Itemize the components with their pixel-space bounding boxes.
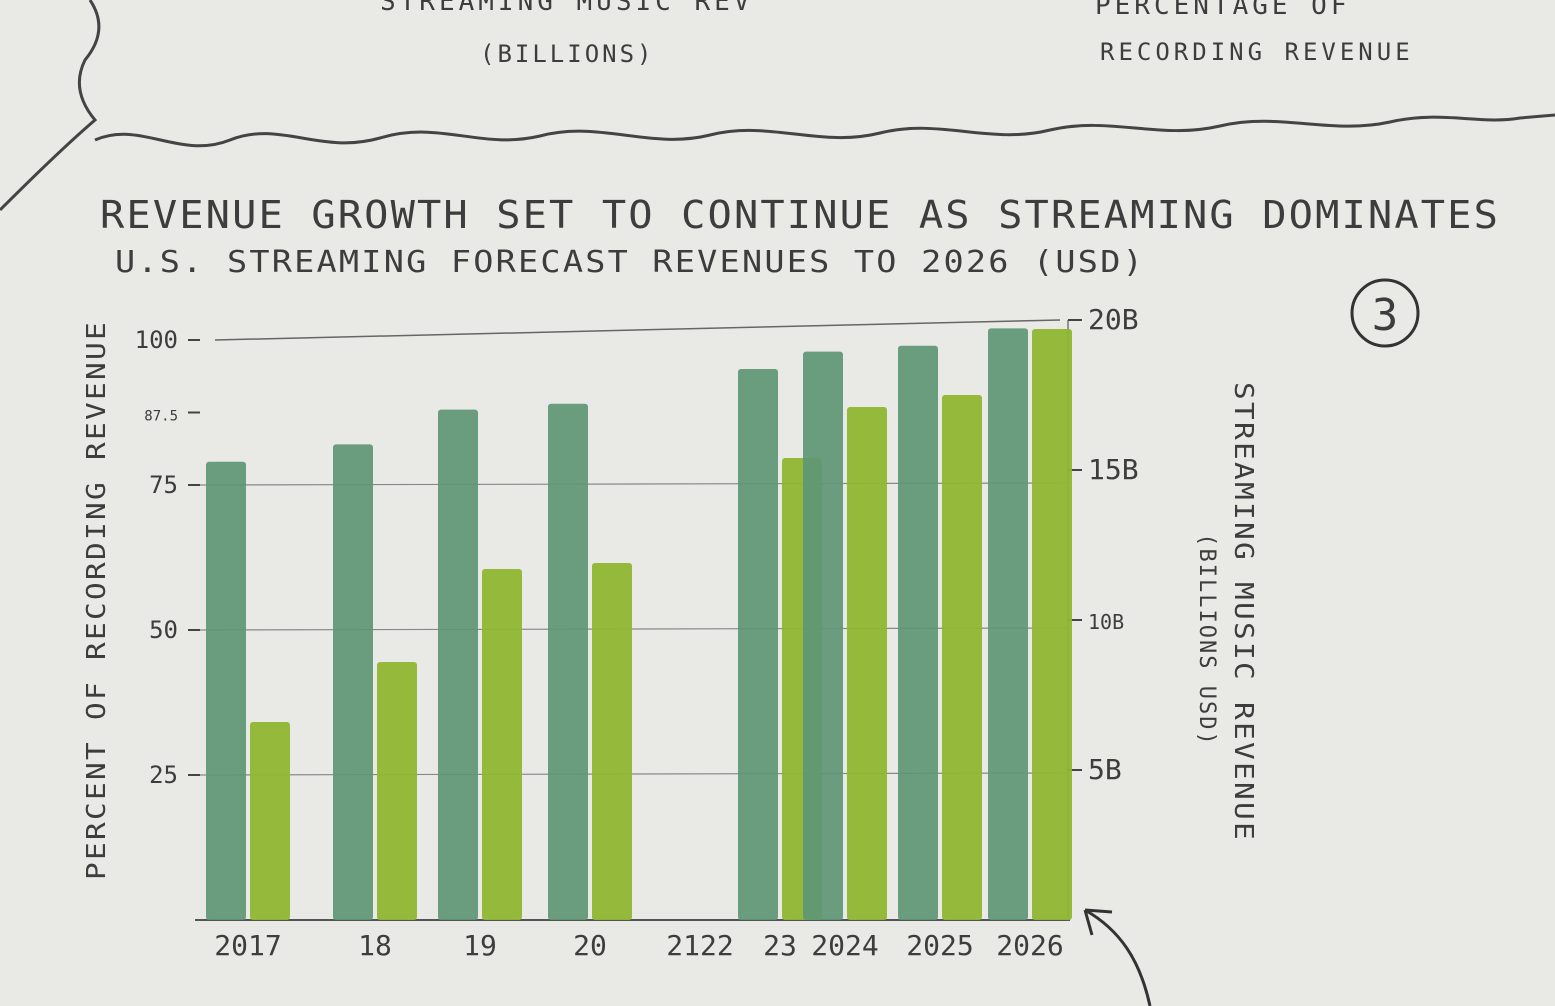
x-tick-label: 2024 — [811, 929, 878, 962]
right-axis: 5B 10B 15B 20B — [1068, 303, 1139, 786]
x-tick-label: 19 — [463, 929, 497, 962]
bar-percent-2024 — [803, 351, 843, 921]
right-tick-label: 20B — [1088, 303, 1139, 336]
bar-percent-2025 — [898, 345, 938, 920]
header-right-partial: PERCENTAGE OF — [1095, 0, 1351, 21]
right-axis-subtitle: (BILLIONS USD) — [1194, 533, 1219, 746]
header-right-label: RECORDING REVENUE — [1100, 38, 1414, 66]
x-tick-label: 2122 — [666, 929, 733, 962]
x-tick-label: 2025 — [906, 929, 973, 962]
gridlines — [195, 319, 1070, 921]
bar-revenue-19 — [482, 569, 522, 920]
bar-revenue-20 — [592, 563, 632, 920]
bar-percent-2017 — [206, 461, 246, 920]
bar-revenue-2017 — [250, 722, 290, 920]
page-number: 3 — [1372, 290, 1399, 341]
bar-revenue-2025 — [942, 395, 982, 920]
right-axis-title: STREAMING MUSIC REVENUE — [1228, 382, 1258, 842]
left-axis: 25 50 75 87.5 100 — [135, 326, 200, 789]
right-tick-label: 15B — [1088, 453, 1139, 486]
right-tick-label: 10B — [1088, 610, 1124, 634]
annotation-arrow — [1083, 908, 1152, 1006]
bar-revenue-2024 — [847, 407, 887, 920]
chart-title: REVENUE GROWTH SET TO CONTINUE AS STREAM… — [100, 193, 1500, 237]
bars — [206, 328, 1072, 921]
x-tick-label: 23 — [763, 929, 797, 962]
page-tear-edge — [0, 0, 101, 212]
x-tick-label: 2026 — [996, 929, 1063, 962]
header-left-partial: STREAMING MUSIC REV — [380, 0, 753, 17]
page-number-circle — [1350, 278, 1420, 348]
x-tick-label: 20 — [573, 929, 607, 962]
wavy-divider — [94, 113, 1555, 148]
left-tick-label: 50 — [149, 616, 178, 644]
x-tick-label: 18 — [358, 929, 392, 962]
x-axis: 2017 18 19 20 2122 23 2024 2025 2026 — [214, 929, 1063, 962]
bar-percent-2026 — [988, 328, 1028, 920]
bar-revenue-18 — [377, 662, 417, 920]
right-tick-label: 5B — [1088, 753, 1122, 786]
bar-percent-18 — [333, 444, 373, 920]
left-tick-label: 87.5 — [144, 409, 178, 425]
x-tick-label: 2017 — [214, 929, 281, 962]
bar-percent-20 — [548, 403, 588, 920]
bar-percent-19 — [438, 409, 478, 920]
header-left-label: (BILLIONS) — [480, 40, 655, 68]
left-tick-label: 25 — [149, 761, 178, 789]
chart-subtitle: U.S. STREAMING FORECAST REVENUES TO 2026… — [115, 245, 1145, 280]
left-tick-label: 100 — [135, 326, 178, 354]
bar-percent-23 — [738, 369, 778, 920]
left-axis-title: PERCENT OF RECORDING REVENUE — [82, 320, 112, 880]
gridline — [214, 319, 1061, 341]
left-tick-label: 75 — [149, 471, 178, 499]
bar-revenue-2026 — [1032, 329, 1072, 920]
